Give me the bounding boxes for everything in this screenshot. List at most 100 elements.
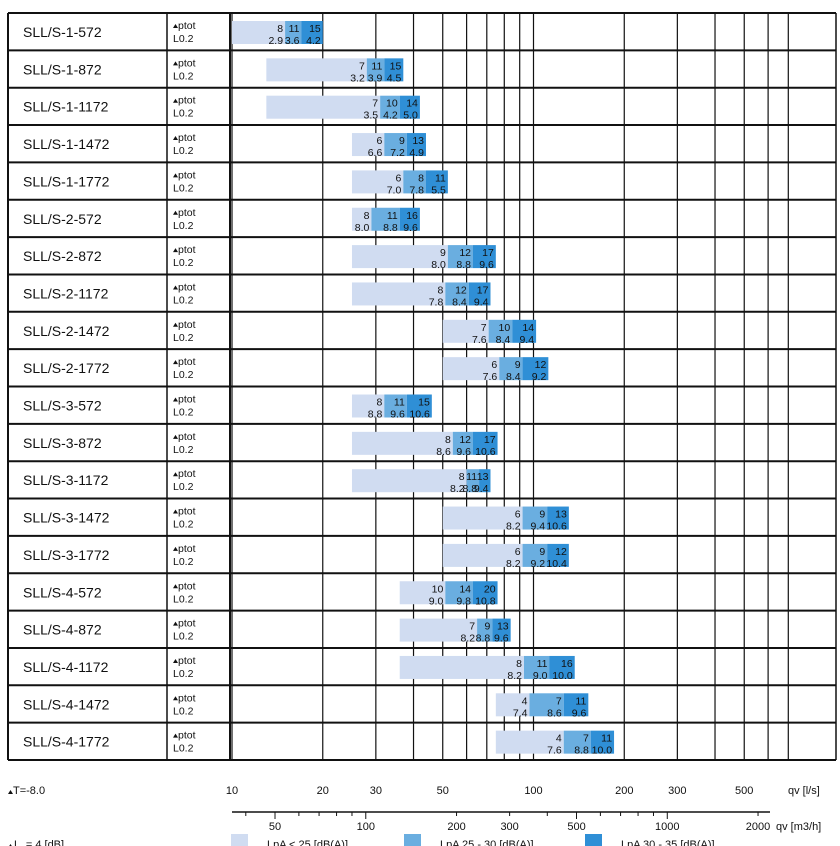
delta-icon [173, 397, 178, 402]
data-label-top: 12 [459, 434, 471, 446]
data-label-bottom: 3.6 [285, 35, 300, 47]
legend-swatch [404, 834, 421, 846]
data-label-bottom: 7.6 [547, 745, 562, 757]
data-label-bottom: 9.4 [474, 296, 489, 308]
model-name: SLL/S-3-1172 [23, 472, 109, 488]
model-name: SLL/S-4-872 [23, 622, 102, 638]
data-label-bottom: 7.2 [390, 147, 405, 159]
bar-segment-low [351, 245, 448, 269]
bar-segment-high [563, 693, 589, 717]
legend-label: LpA 30 - 35 [dB(A)] [621, 839, 715, 846]
data-label-bottom: 8.6 [547, 707, 562, 719]
bar-segment-high [479, 469, 491, 493]
tick-label-m3h: 500 [567, 821, 585, 833]
bar-segment-low [351, 431, 453, 455]
data-label-bottom: 3.9 [368, 72, 383, 84]
bar-segment-mid [445, 581, 474, 605]
bar-segment-low [351, 469, 467, 493]
delta-icon [8, 790, 13, 794]
model-name: SLL/S-1-872 [23, 61, 102, 77]
row-label-l02: L0.2 [173, 556, 194, 568]
data-label-top: 12 [459, 247, 471, 259]
bars-layer [232, 21, 615, 754]
model-name: SLL/S-3-572 [23, 398, 102, 414]
data-label-bottom: 8.2 [450, 483, 465, 495]
row-label-l02: L0.2 [173, 705, 194, 717]
delta-icon [173, 136, 178, 141]
row-label-ptot: ptot [178, 57, 196, 69]
data-label-bottom: 9.6 [479, 259, 494, 271]
data-label-top: 13 [477, 471, 489, 483]
data-label-top: 12 [535, 359, 547, 371]
footer-lr: Lr = 4 [dB] [14, 839, 64, 846]
data-label-bottom: 9.2 [532, 371, 547, 383]
data-label-bottom: 5.5 [431, 184, 446, 196]
data-label-top: 13 [412, 135, 424, 147]
data-label-bottom: 9.4 [474, 483, 489, 495]
row-label-l02: L0.2 [173, 220, 194, 232]
model-name: SLL/S-2-1772 [23, 360, 110, 376]
legend-label: LpA < 25 [dB(A)] [267, 839, 348, 846]
bar-segment-high [426, 170, 448, 194]
data-label-bottom: 10.6 [475, 446, 496, 458]
delta-icon [173, 285, 178, 290]
bar-segment-low [399, 618, 478, 642]
model-name: SLL/S-4-1472 [23, 696, 110, 712]
row-label-ptot: ptot [178, 468, 196, 480]
data-label-top: 11 [537, 658, 548, 670]
data-label-top: 9 [539, 509, 545, 521]
tick-label-m3h: 50 [269, 821, 281, 833]
legend-swatch [585, 834, 602, 846]
row-label-l02: L0.2 [173, 444, 194, 456]
bar-segment-high [590, 730, 615, 754]
bar-segment-low [495, 693, 530, 717]
model-name: SLL/S-4-1172 [23, 659, 109, 675]
bar-segment-high [547, 543, 569, 567]
data-label-bottom: 8.0 [431, 259, 446, 271]
data-label-bottom: 8.4 [452, 296, 467, 308]
data-label-top: 11 [435, 172, 446, 184]
data-label-bottom: 8.8 [574, 745, 589, 757]
row-label-ptot: ptot [178, 730, 196, 742]
tick-label-ls: 300 [668, 785, 686, 797]
data-label-top: 6 [515, 546, 521, 558]
bar-segment-low [266, 95, 381, 119]
data-label-bottom: 8.2 [460, 633, 475, 645]
data-label-top: 4 [556, 733, 562, 745]
bar-segment-mid [445, 282, 469, 306]
bar-segment-mid [380, 95, 400, 119]
bar-segment-high [547, 506, 569, 530]
data-label-top: 17 [477, 284, 489, 296]
row-label-l02: L0.2 [173, 182, 194, 194]
data-label-top: 9 [515, 359, 521, 371]
bar-segment-low [399, 655, 524, 679]
bar-segment-high [406, 394, 432, 418]
data-label-top: 15 [418, 397, 430, 409]
row-label-ptot: ptot [178, 95, 196, 107]
delta-icon [173, 322, 178, 327]
data-label-bottom: 8.6 [436, 446, 451, 458]
model-name: SLL/S-2-1172 [23, 285, 109, 301]
data-label-top: 11 [394, 397, 405, 409]
legend-swatch [231, 834, 248, 846]
row-label-l02: L0.2 [173, 369, 194, 381]
data-label-bottom: 9.8 [456, 595, 471, 607]
row-label-l02: L0.2 [173, 33, 194, 45]
row-label-ptot: ptot [178, 281, 196, 293]
row-label-ptot: ptot [178, 543, 196, 555]
data-label-top: 8 [445, 434, 451, 446]
row-label-ptot: ptot [178, 692, 196, 704]
data-label-bottom: 8.8 [456, 259, 471, 271]
tick-label-m3h: 1000 [655, 821, 679, 833]
data-label-top: 8 [418, 172, 424, 184]
bar-segment-mid [466, 469, 480, 493]
bar-segment-high [468, 282, 491, 306]
data-label-bottom: 8.8 [476, 633, 491, 645]
axis-label-ls: qv [l/s] [788, 785, 820, 797]
bar-segment-high [301, 21, 323, 44]
row-lines-layer [7, 12, 837, 761]
data-label-top: 7 [469, 621, 475, 633]
tick-label-ls: 200 [615, 785, 633, 797]
bar-segment-high [399, 207, 420, 231]
bar-segment-mid [285, 21, 302, 44]
